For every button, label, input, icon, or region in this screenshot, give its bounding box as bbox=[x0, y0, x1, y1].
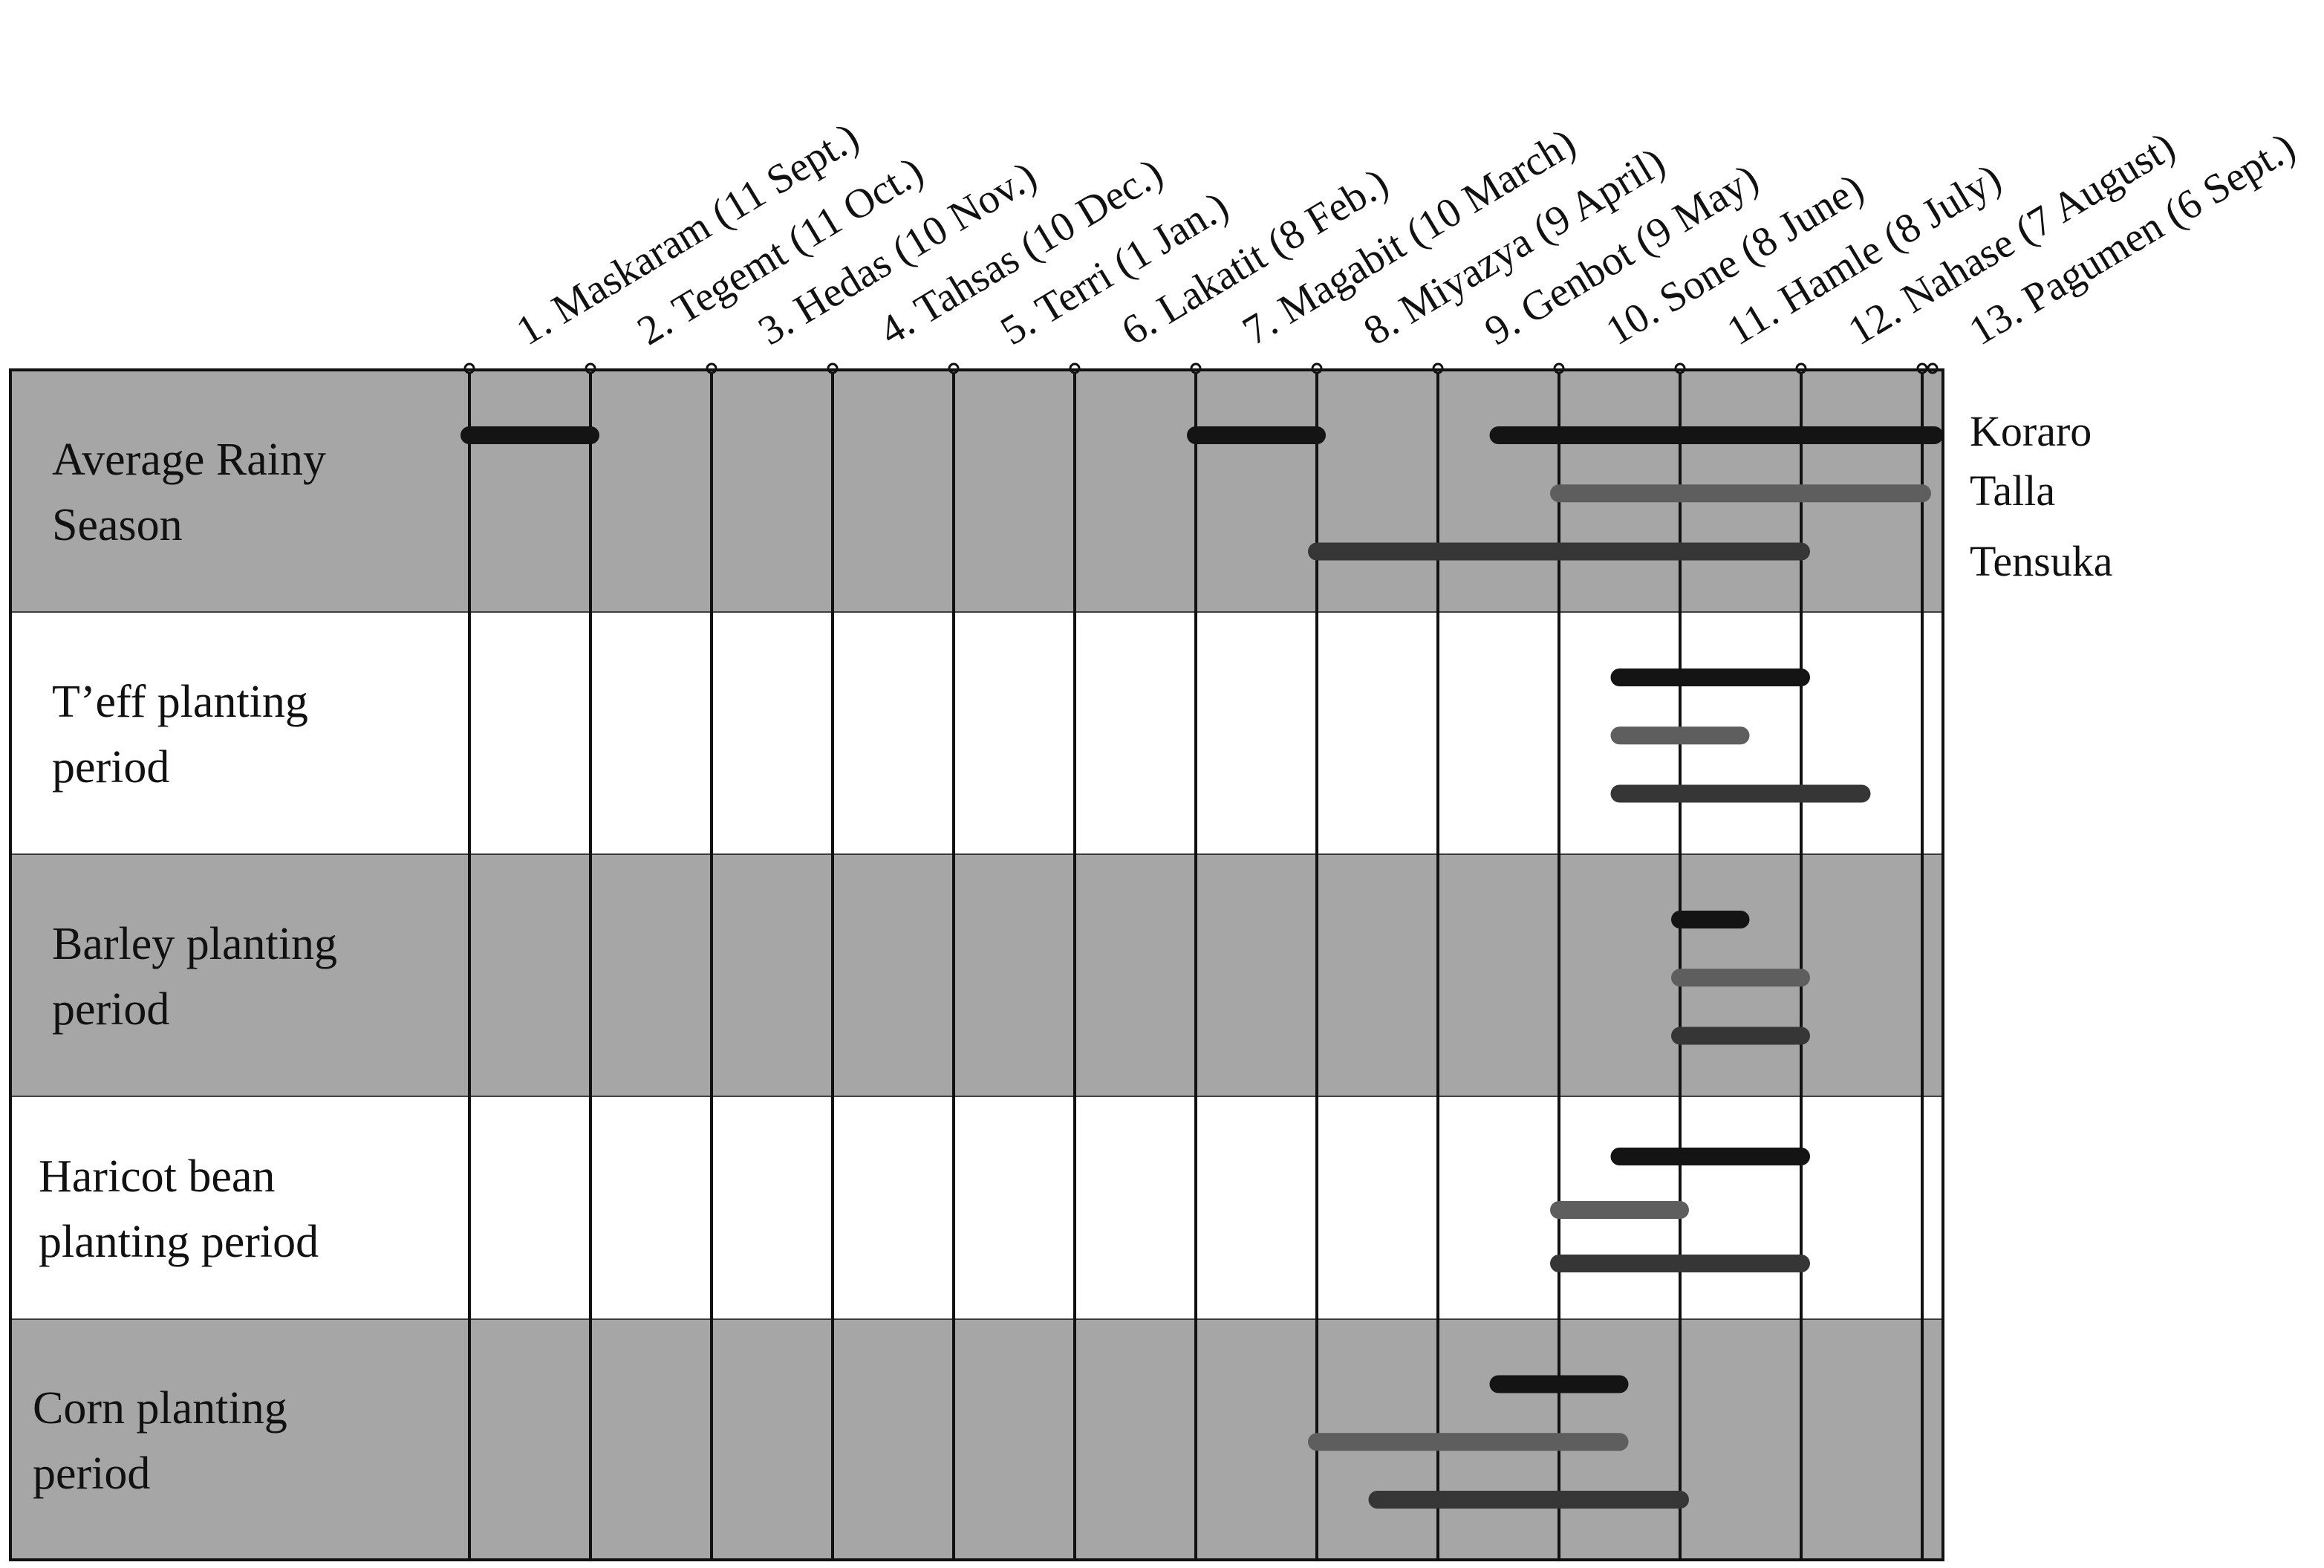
row-label: Season bbox=[52, 500, 183, 550]
row-label: T’eff planting bbox=[52, 677, 308, 727]
month-labels: 1. Maskaram (11 Sept.)2. Tegemt (11 Oct.… bbox=[509, 114, 2303, 355]
legend: Koraro Talla Tensuka bbox=[1970, 407, 2112, 585]
row-label: period bbox=[33, 1448, 150, 1499]
chart-frame bbox=[9, 368, 1944, 1561]
row-band bbox=[10, 1319, 1943, 1560]
row-label: period bbox=[52, 742, 169, 793]
row-band bbox=[10, 854, 1943, 1096]
period-bars bbox=[460, 426, 1944, 1509]
row-label: planting period bbox=[39, 1217, 319, 1267]
legend-item-koraro: Koraro bbox=[1970, 407, 2092, 455]
legend-item-talla: Talla bbox=[1970, 466, 2055, 515]
legend-item-tensuka: Tensuka bbox=[1970, 537, 2112, 585]
month-gridlines bbox=[463, 362, 1939, 1560]
row-label: Barley planting bbox=[52, 919, 337, 969]
row-label: Average Rainy bbox=[52, 435, 326, 485]
chart-border bbox=[9, 368, 1944, 1561]
row-label: Haricot bean bbox=[39, 1151, 275, 1202]
row-label: Corn planting bbox=[33, 1383, 287, 1434]
row-label: period bbox=[52, 984, 169, 1035]
row-labels: Average Rainy Season T’eff planting period B… bbox=[33, 435, 337, 1499]
